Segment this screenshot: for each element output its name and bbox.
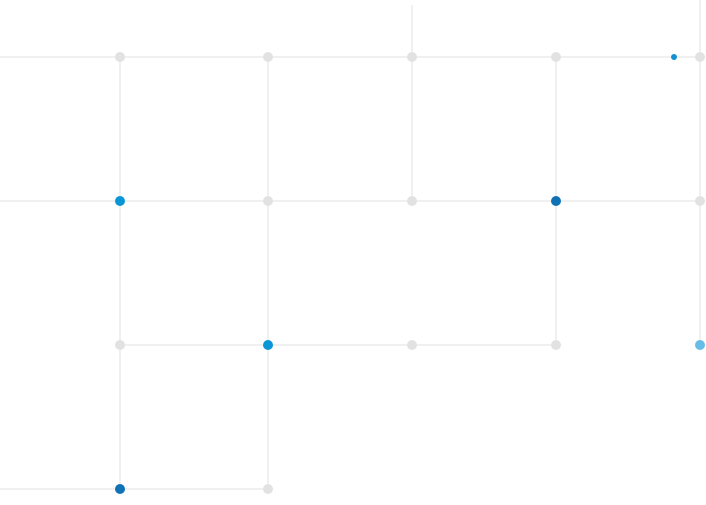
grid-node-top-3-inactive	[407, 52, 417, 62]
grid-node-top-1-inactive	[115, 52, 125, 62]
grid-node-third-4-inactive	[551, 340, 561, 350]
grid-node-bottom-2-inactive	[263, 484, 273, 494]
grid-node-second-1-bright	[115, 196, 125, 206]
grid-node-second-3-inactive	[407, 196, 417, 206]
grid-node-second-5-inactive	[695, 196, 705, 206]
grid-node-third-2-bright	[263, 340, 273, 350]
grid-node-top-4_8-active-small	[671, 54, 677, 60]
grid-node-third-1-inactive	[115, 340, 125, 350]
grid-node-second-2-inactive	[263, 196, 273, 206]
grid-node-top-5-inactive	[695, 52, 705, 62]
grid-node-bottom-1-dark	[115, 484, 125, 494]
grid-lines	[0, 0, 701, 490]
grid-node-top-4-inactive	[551, 52, 561, 62]
grid-node-third-3-inactive	[407, 340, 417, 350]
grid-node-second-4-active	[551, 196, 561, 206]
grid-node-top-2-inactive	[263, 52, 273, 62]
grid-node-third-5-light	[695, 340, 705, 350]
grid-nodes	[115, 52, 705, 494]
